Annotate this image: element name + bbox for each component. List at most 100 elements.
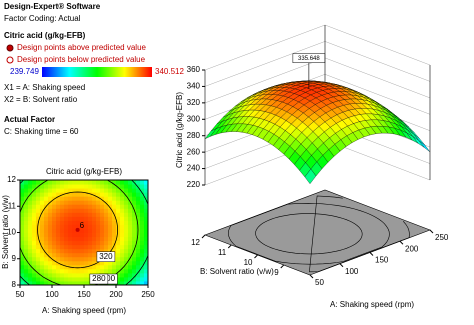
heat-cell bbox=[112, 264, 117, 270]
heat-cell bbox=[48, 256, 53, 262]
heat-cell bbox=[104, 228, 109, 233]
heat-cell bbox=[144, 240, 149, 246]
heat-cell bbox=[36, 208, 41, 213]
contour-label: 280 bbox=[92, 274, 106, 283]
heat-cell bbox=[140, 236, 145, 242]
peak-label: 335.648 bbox=[298, 56, 320, 62]
heat-cell bbox=[136, 252, 141, 258]
heat-cell bbox=[64, 240, 69, 246]
heat-cell bbox=[92, 248, 97, 254]
heat-cell bbox=[32, 260, 37, 266]
heat-cell bbox=[24, 268, 29, 274]
heat-cell bbox=[24, 240, 29, 246]
heat-cell bbox=[56, 240, 61, 246]
heat-cell bbox=[32, 236, 37, 242]
heat-cell bbox=[100, 196, 105, 201]
heat-cell bbox=[24, 180, 29, 185]
heat-cell bbox=[48, 196, 53, 201]
heat-cell bbox=[68, 244, 73, 250]
heat-cell bbox=[56, 276, 61, 282]
heat-cell bbox=[72, 232, 77, 238]
heat-cell bbox=[116, 180, 121, 185]
heat-cell bbox=[128, 196, 133, 201]
heat-cell bbox=[40, 248, 45, 254]
heat-cell bbox=[40, 216, 45, 221]
heat-cell bbox=[72, 180, 77, 185]
heat-cell bbox=[64, 268, 69, 274]
heat-cell bbox=[112, 240, 117, 246]
heat-cell bbox=[120, 272, 125, 278]
heat-cell bbox=[36, 188, 41, 193]
heat-cell bbox=[36, 216, 41, 221]
heat-cell bbox=[68, 236, 73, 242]
heat-cell bbox=[32, 248, 37, 254]
heat-cell bbox=[112, 232, 117, 238]
heat-cell bbox=[124, 272, 129, 278]
heat-cell bbox=[72, 276, 77, 282]
heat-cell bbox=[100, 232, 105, 238]
heat-cell bbox=[64, 272, 69, 278]
heat-cell bbox=[36, 196, 41, 201]
heat-cell bbox=[20, 252, 25, 258]
heat-cell bbox=[104, 192, 109, 197]
heat-cell bbox=[28, 268, 33, 274]
heat-cell bbox=[56, 224, 61, 229]
z-tick-label: 280 bbox=[187, 131, 201, 140]
heat-cell bbox=[132, 188, 137, 193]
heat-cell bbox=[68, 204, 73, 209]
heat-cell bbox=[100, 200, 105, 205]
heat-cell bbox=[76, 244, 81, 250]
heat-cell bbox=[112, 188, 117, 193]
heat-cell bbox=[76, 280, 81, 286]
heat-cell bbox=[136, 200, 141, 205]
heat-cell bbox=[40, 280, 45, 286]
heat-cell bbox=[20, 276, 25, 282]
heat-cell bbox=[100, 220, 105, 225]
heat-cell bbox=[44, 224, 49, 229]
heat-cell bbox=[60, 200, 65, 205]
heat-cell bbox=[104, 236, 109, 242]
heat-cell bbox=[80, 272, 85, 278]
heat-cell bbox=[48, 260, 53, 266]
heat-cell bbox=[56, 212, 61, 217]
heat-cell bbox=[44, 252, 49, 258]
heat-cell bbox=[24, 192, 29, 197]
heat-cell bbox=[48, 268, 53, 274]
heat-cell bbox=[52, 200, 57, 205]
heat-cell bbox=[56, 220, 61, 225]
heat-cell bbox=[104, 180, 109, 185]
heat-cell bbox=[32, 244, 37, 250]
heat-cell bbox=[128, 212, 133, 217]
heat-cell bbox=[108, 264, 113, 270]
heat-cell bbox=[132, 280, 137, 286]
heat-cell bbox=[132, 268, 137, 274]
heat-cell bbox=[124, 212, 129, 217]
x-tick-label: 50 bbox=[16, 290, 25, 299]
heat-cell bbox=[44, 184, 49, 189]
heat-cell bbox=[140, 180, 145, 185]
heat-cell bbox=[76, 272, 81, 278]
heat-cell bbox=[20, 232, 25, 238]
surface-y-label: B: Solvent ratio (v/w) bbox=[200, 267, 274, 276]
heat-cell bbox=[32, 212, 37, 217]
heat-cell bbox=[60, 240, 65, 246]
heat-cell bbox=[108, 260, 113, 266]
heat-cell bbox=[144, 196, 149, 201]
heat-cell bbox=[104, 268, 109, 274]
heat-cell bbox=[128, 260, 133, 266]
heat-cell bbox=[96, 260, 101, 266]
heat-cell bbox=[28, 244, 33, 250]
heat-cell bbox=[80, 216, 85, 221]
heat-cell bbox=[84, 188, 89, 193]
heat-cell bbox=[28, 228, 33, 233]
heat-cell bbox=[124, 180, 129, 185]
heat-cell bbox=[52, 188, 57, 193]
heat-cell bbox=[124, 200, 129, 205]
heat-cell bbox=[136, 272, 141, 278]
heat-cell bbox=[144, 204, 149, 209]
heat-cell bbox=[52, 240, 57, 246]
heat-cell bbox=[28, 276, 33, 282]
heat-cell bbox=[72, 220, 77, 225]
heat-cell bbox=[108, 200, 113, 205]
heat-cell bbox=[108, 216, 113, 221]
